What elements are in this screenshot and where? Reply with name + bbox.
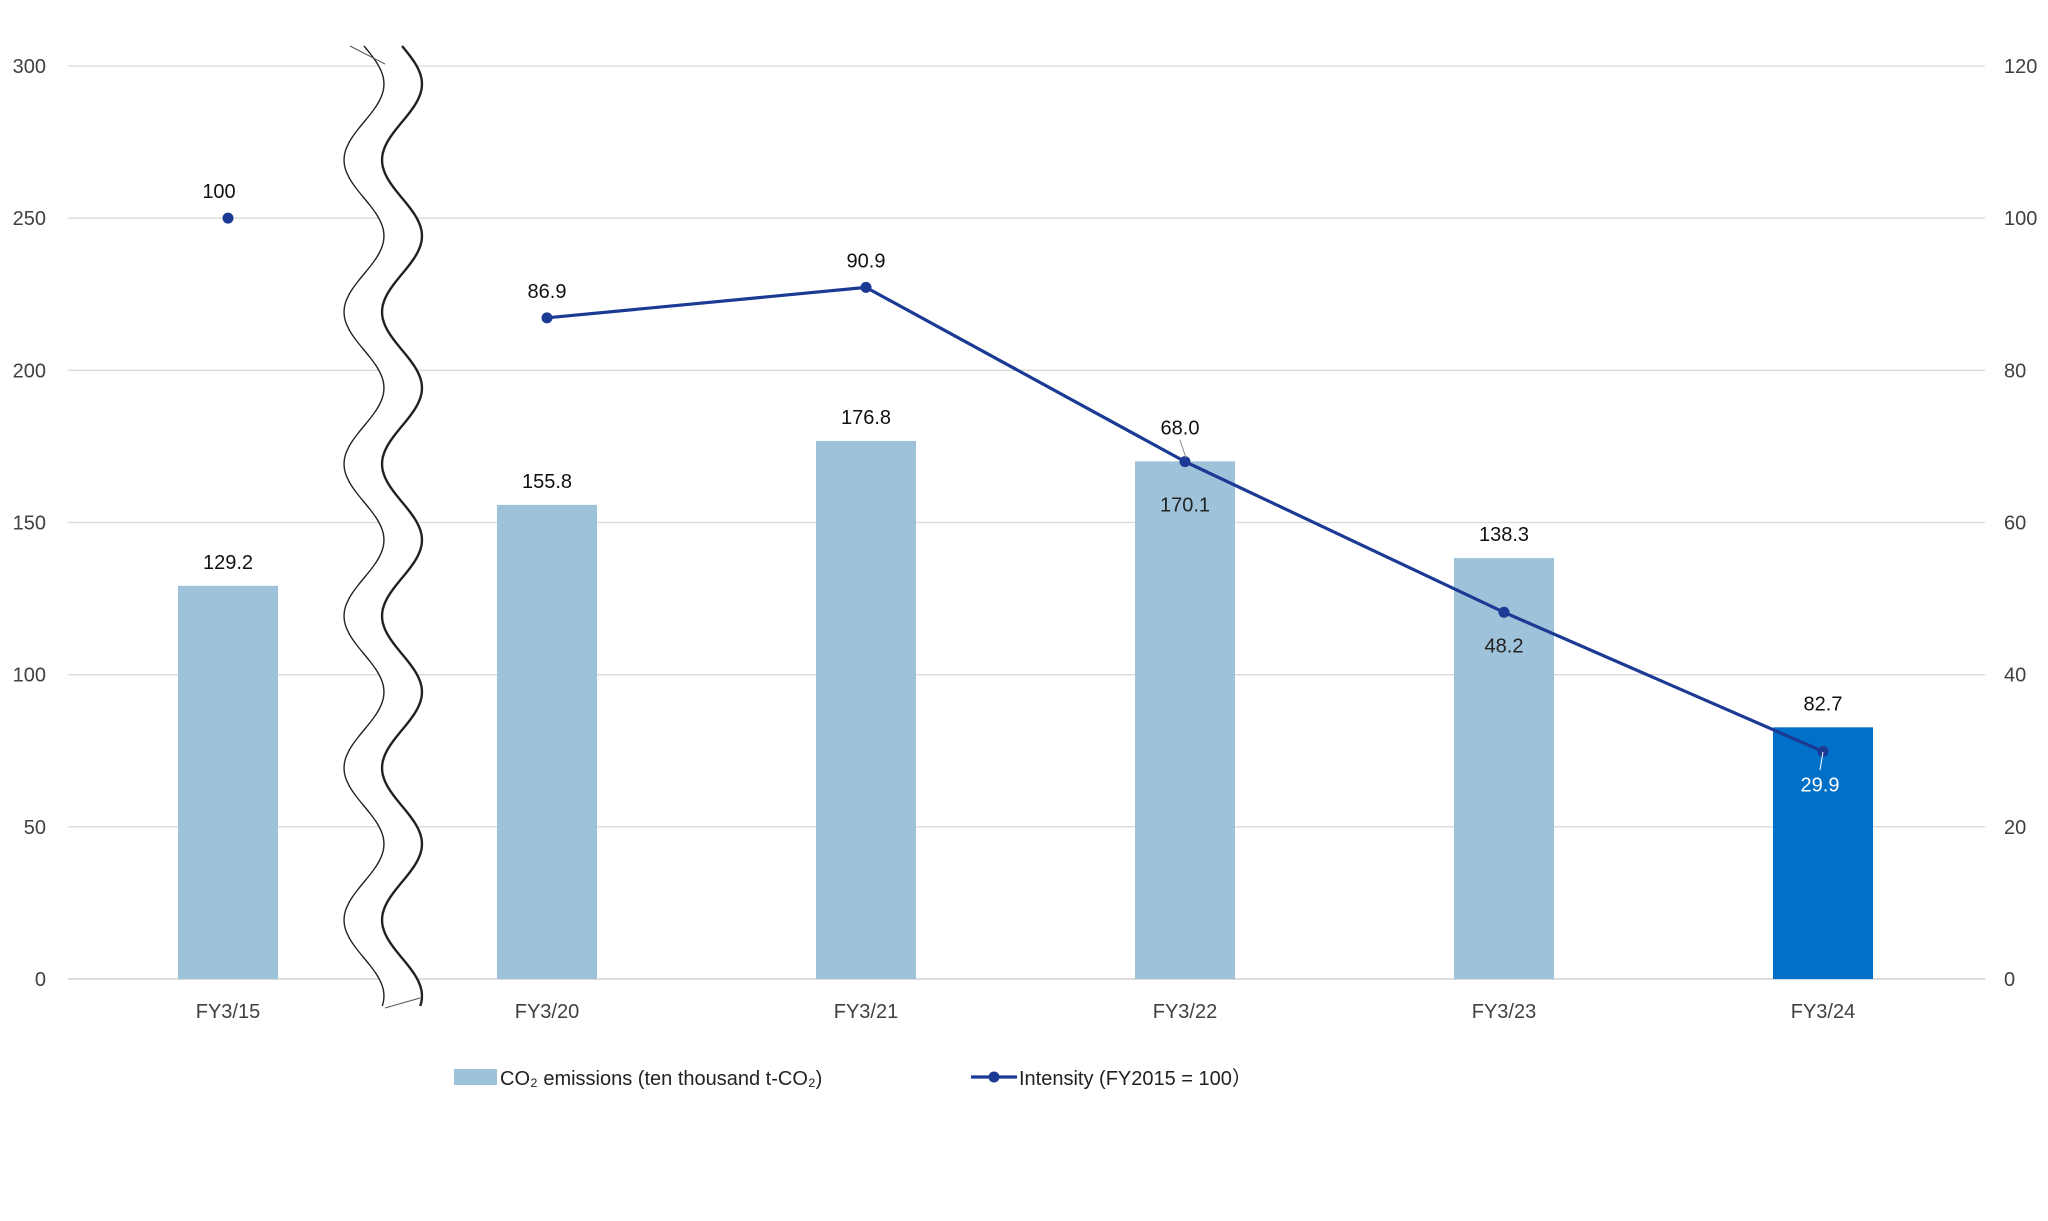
y-right-tick-label: 40	[2004, 665, 2026, 687]
bar	[178, 585, 278, 979]
y-left-tick-label: 250	[13, 208, 46, 230]
bar-value-label: 82.7	[1804, 693, 1843, 715]
x-tick-label: FY3/15	[196, 1001, 260, 1023]
x-tick-label: FY3/21	[834, 1001, 898, 1023]
y-right-tick-label: 60	[2004, 513, 2026, 535]
y-left-tick-label: 0	[35, 969, 46, 991]
axes: 0 50 100 150 200 250 300 0 20 40 60 80 100 120 FY3/15 F…	[13, 56, 2038, 1023]
bar-series	[178, 440, 1873, 980]
axis-break-wave-right	[380, 45, 424, 1007]
line-point	[222, 212, 234, 224]
y-right-tick-label: 120	[2004, 56, 2037, 78]
line-series	[222, 212, 1829, 758]
line-point	[1179, 456, 1191, 468]
x-tick-label: FY3/22	[1153, 1001, 1217, 1023]
legend: CO₂ emissions (ten thousand t-CO₂) Intens…	[454, 1067, 1252, 1090]
line-value-label: 68.0	[1161, 418, 1200, 440]
axis-break-cap-top	[349, 45, 386, 65]
line-value-label: 48.2	[1485, 635, 1524, 657]
bar-value-label: 155.8	[522, 471, 572, 493]
line-point	[860, 281, 872, 293]
label-leader-line	[1179, 439, 1187, 459]
line-point	[1817, 746, 1829, 758]
axis-break	[343, 45, 424, 1009]
bar	[1773, 727, 1873, 979]
y-left-tick-label: 100	[13, 665, 46, 687]
legend-swatch-point	[988, 1071, 1000, 1083]
bar-value-label: 138.3	[1479, 524, 1529, 546]
bar	[816, 440, 916, 979]
data-labels: 129.2 155.8 176.8 170.1 138.3 82.7 100 86.9 90.9…	[202, 181, 1842, 796]
line-value-label: 100	[202, 181, 235, 203]
x-tick-label: FY3/20	[515, 1001, 579, 1023]
y-right-tick-label: 20	[2004, 817, 2026, 839]
bar	[497, 504, 597, 979]
label-leader-line	[1819, 751, 1824, 771]
axis-break-wave-left	[343, 45, 385, 1007]
legend-label-emissions: CO₂ emissions (ten thousand t-CO₂)	[500, 1068, 822, 1090]
legend-label-intensity: Intensity (FY2015 = 100）	[1019, 1067, 1252, 1090]
bar-value-label: 176.8	[841, 407, 891, 429]
legend-swatch-bar	[454, 1069, 497, 1085]
y-right-tick-label: 100	[2004, 208, 2037, 230]
axis-break-band	[344, 46, 422, 1008]
line-value-label: 29.9	[1801, 775, 1840, 797]
x-tick-label: FY3/24	[1791, 1001, 1855, 1023]
line-point	[541, 312, 553, 324]
y-right-tick-label: 0	[2004, 969, 2015, 991]
x-tick-label: FY3/23	[1472, 1001, 1536, 1023]
bar	[1454, 558, 1554, 979]
bar	[1135, 461, 1235, 980]
line-point	[1498, 606, 1510, 618]
y-right-tick-label: 80	[2004, 360, 2026, 382]
y-left-tick-label: 200	[13, 360, 46, 382]
gridlines	[68, 65, 1985, 980]
y-left-tick-label: 150	[13, 513, 46, 535]
bar-value-label: 129.2	[203, 552, 253, 574]
axis-break-cap-bottom	[384, 997, 421, 1009]
line-value-label: 86.9	[528, 281, 567, 303]
y-left-tick-label: 300	[13, 56, 46, 78]
line-value-label: 90.9	[847, 250, 886, 272]
y-left-tick-label: 50	[24, 817, 46, 839]
bar-value-label: 170.1	[1160, 494, 1210, 516]
